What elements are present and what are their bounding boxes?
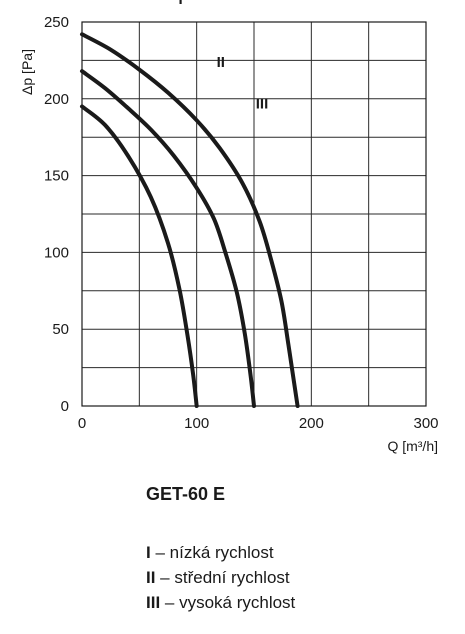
curves: IIIIII xyxy=(80,0,300,408)
legend-key-3: III xyxy=(146,593,161,612)
legend-text-1: – nízká rychlost xyxy=(150,543,274,562)
y-tick-label: 50 xyxy=(52,321,69,338)
legend-item-1: I – nízká rychlost xyxy=(146,540,295,565)
y-tick-label: 150 xyxy=(44,168,69,185)
fan-curve-chart: 0 50 100 150 200 250 0 100 200 300 Δp [Pa] Q [m³/… xyxy=(19,0,439,454)
legend-text-2: – střední rychlost xyxy=(155,568,290,587)
legend-key-1: I xyxy=(146,543,151,562)
x-tick-label: 100 xyxy=(184,415,209,432)
curve-label-2: II xyxy=(217,54,225,71)
grid xyxy=(81,21,427,407)
curve-2 xyxy=(80,69,256,408)
x-tick-label: 300 xyxy=(413,415,438,432)
x-axis-label: Q [m³/h] xyxy=(387,438,438,454)
curve-label-1: I xyxy=(179,0,183,8)
x-tick-label: 200 xyxy=(299,415,324,432)
legend-item-3: III – vysoká rychlost xyxy=(146,590,295,615)
legend: I – nízká rychlost II – střední rychlost… xyxy=(146,540,295,615)
y-tick-label: 200 xyxy=(44,91,69,108)
x-tick-label: 0 xyxy=(78,415,86,432)
legend-item-2: II – střední rychlost xyxy=(146,565,295,590)
legend-text-3: – vysoká rychlost xyxy=(160,593,296,612)
curve-1 xyxy=(80,104,199,408)
model-name: GET-60 E xyxy=(146,484,226,504)
y-tick-label: 0 xyxy=(61,398,69,415)
y-tick-label: 100 xyxy=(44,244,69,261)
curve-label-3: III xyxy=(256,95,269,112)
y-tick-label: 250 xyxy=(44,14,69,31)
y-axis-label: Δp [Pa] xyxy=(19,49,35,95)
curve-3 xyxy=(80,32,300,408)
legend-key-2: II xyxy=(146,568,156,587)
axis-ticks: 0 50 100 150 200 250 0 100 200 300 xyxy=(44,14,439,432)
